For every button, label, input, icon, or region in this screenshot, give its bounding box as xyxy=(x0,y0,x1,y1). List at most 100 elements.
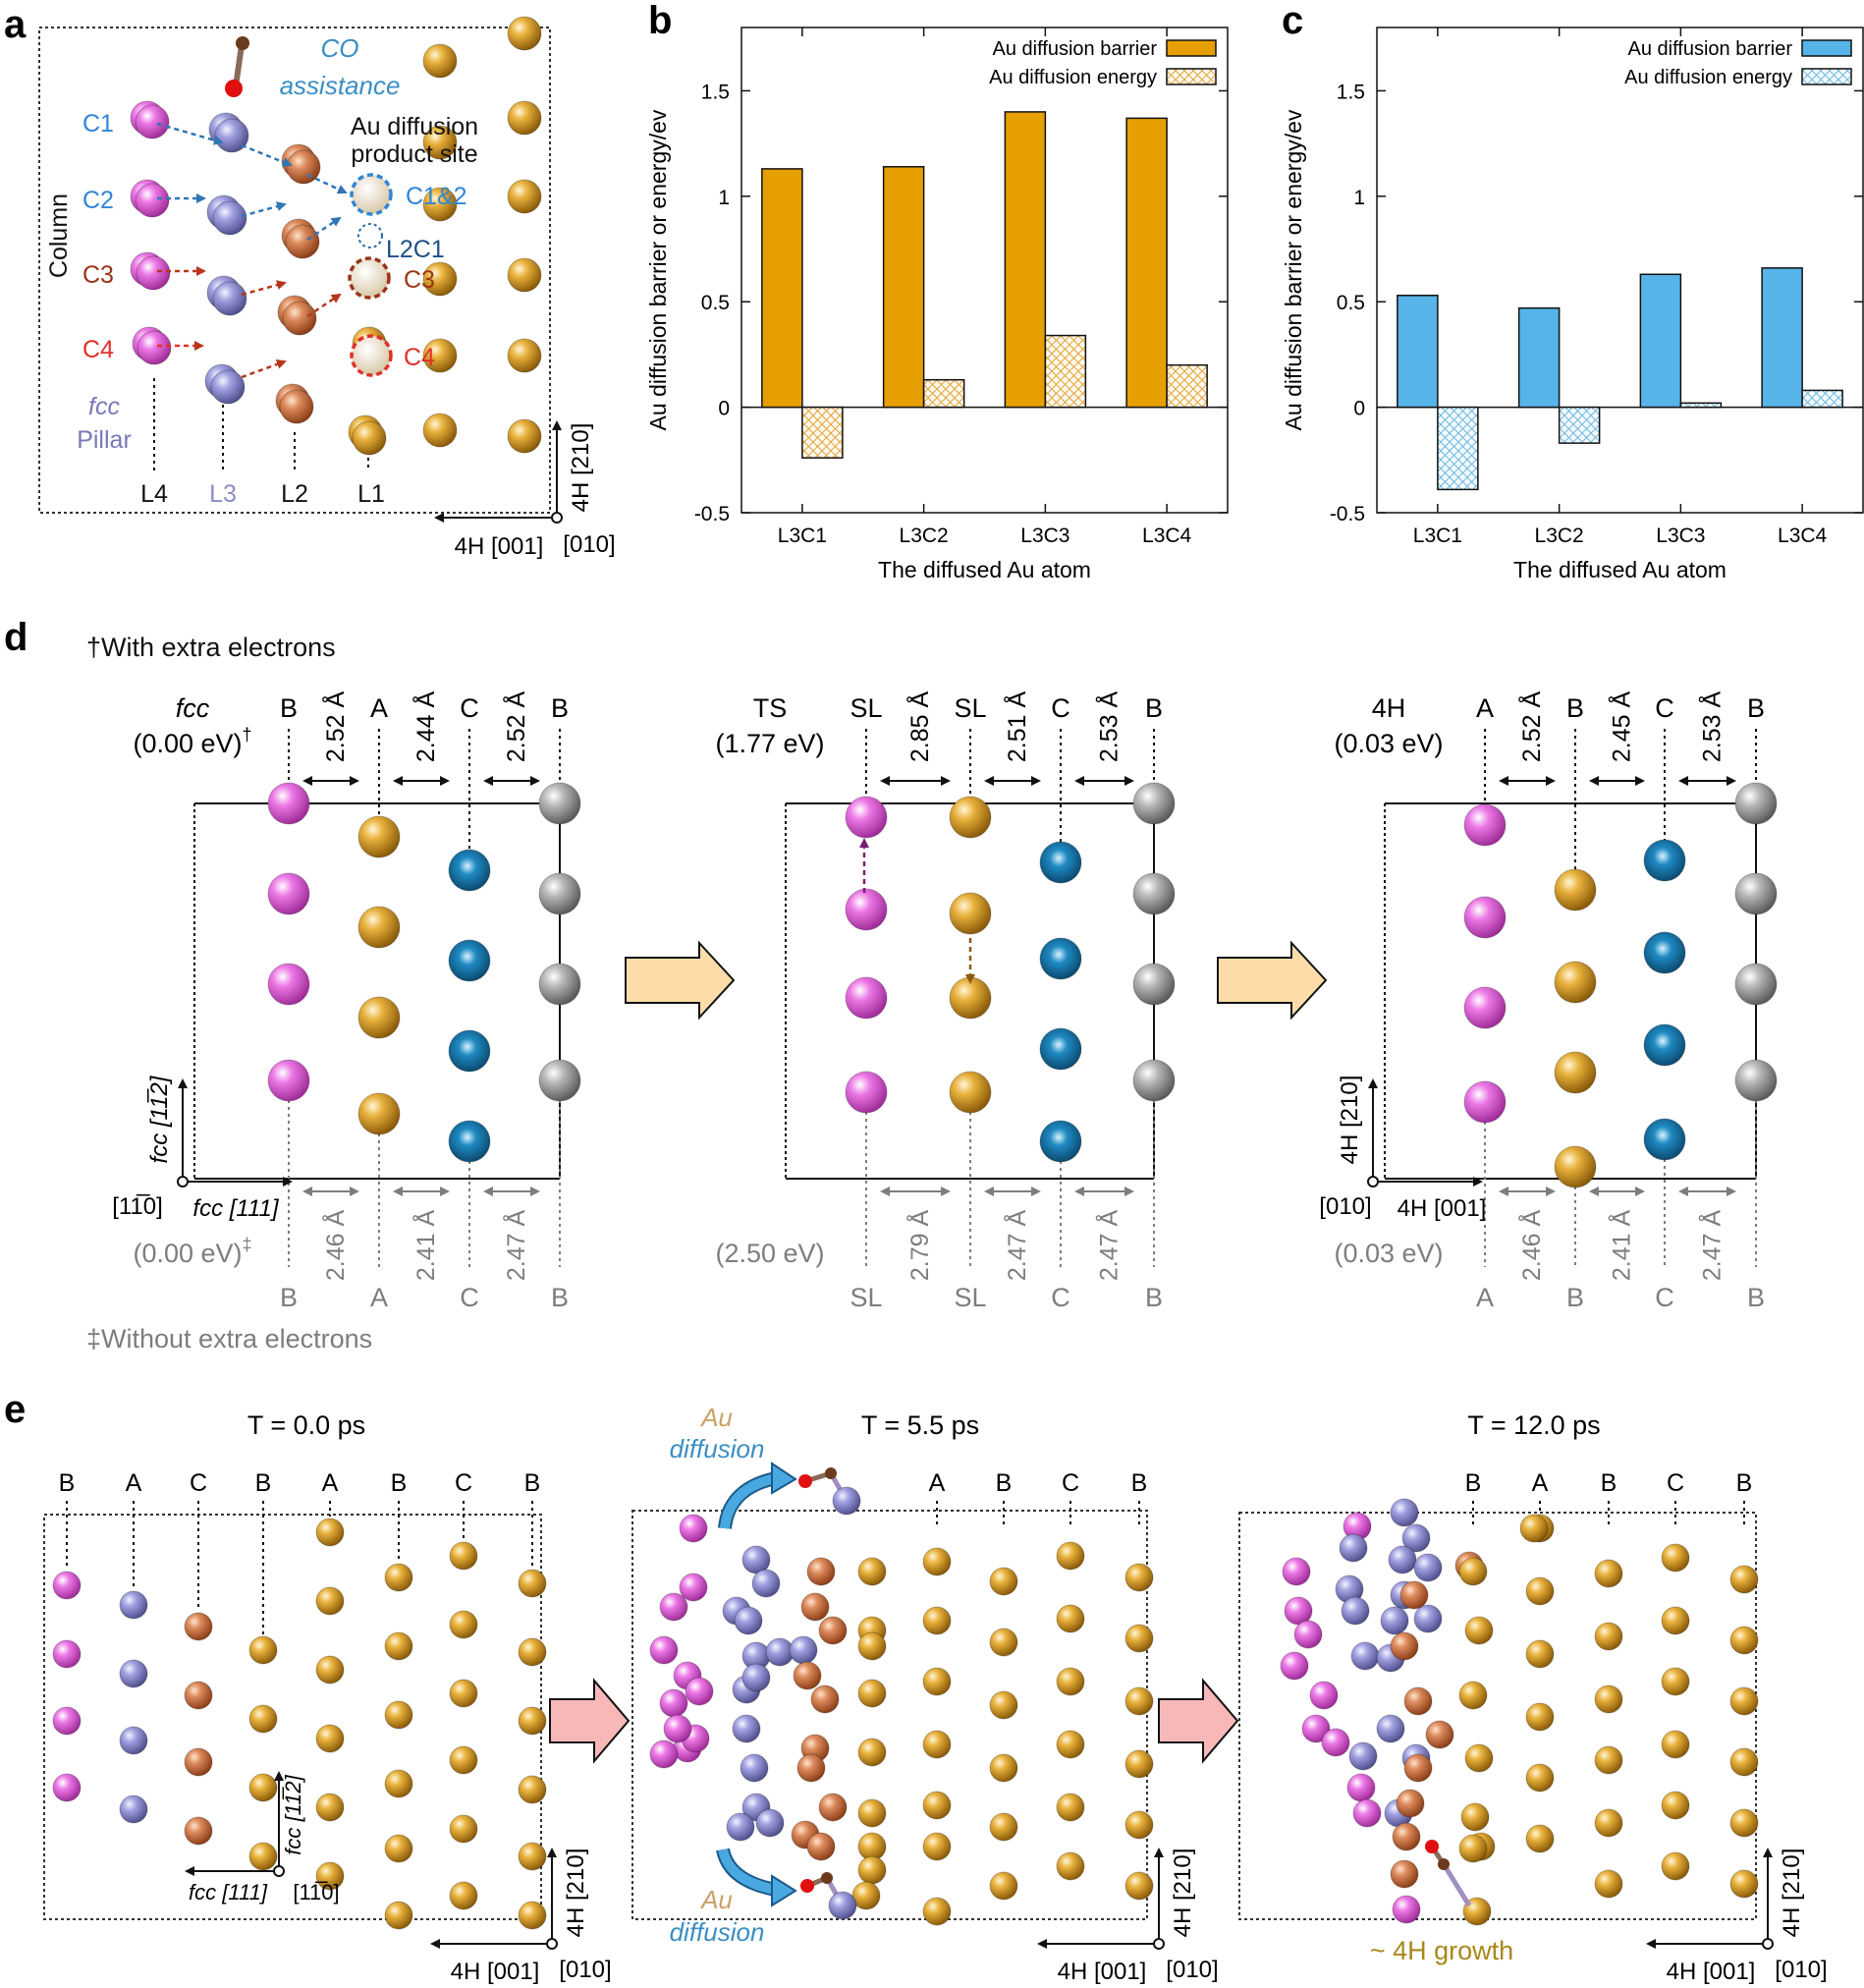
e-atom xyxy=(650,1636,678,1664)
layer-atom xyxy=(1555,1146,1596,1187)
e-fcc-axis-v: fcc [11̅2] xyxy=(281,1774,305,1854)
e-atom xyxy=(1393,1896,1420,1923)
e-atom xyxy=(385,1835,412,1862)
e-atom xyxy=(1347,1774,1375,1801)
e-atom xyxy=(1391,1499,1418,1526)
panel-e: e T = 0.0 ps T = 5.5 ps T = 12.0 ps BACB… xyxy=(4,1388,1828,1985)
e-axis-h-label: 4H [001] xyxy=(451,1959,540,1985)
distance-label-lower: 2.46 Å xyxy=(1516,1210,1546,1282)
layer-atom xyxy=(1133,783,1175,824)
e-layer-label: C xyxy=(190,1469,207,1497)
layer-label: B xyxy=(1145,693,1163,723)
layer-atom xyxy=(1133,873,1175,914)
d-arrow-1 xyxy=(626,943,734,1018)
e-axis-o-label: [010] xyxy=(1775,1957,1827,1983)
legend-barrier: Au diffusion barrier xyxy=(1628,38,1793,60)
layer-atom xyxy=(1735,783,1777,824)
legend-energy-swatch xyxy=(1802,69,1851,84)
bar-energy xyxy=(1438,408,1478,490)
oxygen-atom xyxy=(225,80,243,97)
layer-label-lower: B xyxy=(1145,1283,1163,1312)
c4-label: C4 xyxy=(82,336,114,363)
layer-atom xyxy=(268,964,309,1005)
gold-atom xyxy=(508,419,541,453)
distance-label-lower: 2.47 Å xyxy=(1002,1210,1031,1282)
e-atom xyxy=(990,1629,1017,1656)
y-tick-label: 0.5 xyxy=(1337,292,1365,314)
oxygen-atom xyxy=(1425,1840,1439,1853)
axis-origin xyxy=(1154,1939,1164,1949)
e-atom xyxy=(923,1731,951,1758)
panel-a-product-sites xyxy=(350,175,391,375)
axis-origin xyxy=(547,1939,557,1949)
bar-barrier xyxy=(762,169,802,408)
c1-label: C1 xyxy=(82,110,114,138)
l2-label: L2 xyxy=(281,480,308,508)
site-c12-label: C1&2 xyxy=(406,183,467,210)
structure-name: TS xyxy=(753,693,788,723)
l3-atom xyxy=(213,282,247,315)
e-atom xyxy=(519,1776,546,1803)
e-atom xyxy=(1377,1715,1404,1742)
e-atom xyxy=(833,1487,860,1515)
e-atom xyxy=(1393,1823,1420,1850)
e-atom xyxy=(450,1815,477,1843)
bar-barrier xyxy=(1762,268,1802,408)
distance-label-lower: 2.47 Å xyxy=(501,1210,530,1282)
e-atom xyxy=(990,1691,1017,1719)
e-atom xyxy=(53,1707,81,1735)
e-arrow-2 xyxy=(1159,1681,1237,1761)
oxygen-atom xyxy=(798,1474,812,1488)
e-atom xyxy=(923,1792,951,1819)
l2-atom xyxy=(283,302,316,335)
e-atom xyxy=(1391,1632,1418,1660)
dagger-mark: † xyxy=(243,725,252,745)
l4-atom xyxy=(136,184,169,217)
layer-atom xyxy=(950,797,991,838)
e-atom xyxy=(1057,1542,1084,1570)
l4-label: L4 xyxy=(140,480,168,508)
panel-a-label: a xyxy=(4,3,27,46)
layer-atom xyxy=(846,1072,887,1113)
panel-d: d †With extra electrons ‡Without extra e… xyxy=(4,616,1777,1353)
e-layer-label: C xyxy=(1062,1469,1079,1497)
e-atom xyxy=(450,1542,477,1570)
e-atom xyxy=(858,1558,886,1585)
layer-atom xyxy=(358,816,400,857)
e-atoms: BACBABCBABCBBABCB xyxy=(53,1467,1758,1929)
carbon-atom xyxy=(236,36,249,50)
e-atom xyxy=(923,1833,951,1860)
energy-with-electrons: (1.77 eV) xyxy=(715,729,824,758)
distance-label: 2.85 Å xyxy=(905,691,934,763)
e-atom xyxy=(990,1872,1017,1900)
e-atom xyxy=(990,1754,1017,1782)
layer-label: B xyxy=(551,693,569,723)
e-atom xyxy=(790,1636,817,1664)
e-atom xyxy=(858,1739,886,1766)
l4-atom xyxy=(137,256,170,290)
e-atom xyxy=(53,1572,81,1599)
layer-atom xyxy=(539,1060,580,1101)
distance-label-lower: 2.46 Å xyxy=(320,1210,350,1282)
e-atom xyxy=(1057,1731,1084,1758)
e-atom xyxy=(1294,1621,1322,1648)
gold-atom xyxy=(508,258,541,292)
layer-label-lower: C xyxy=(1655,1283,1674,1312)
e-atom xyxy=(742,1664,770,1691)
y-tick-label: 1 xyxy=(718,187,730,209)
e-atom xyxy=(1730,1687,1758,1715)
bar-barrier xyxy=(1640,274,1680,407)
e-atom xyxy=(1662,1668,1689,1695)
x-axis-label: The diffused Au atom xyxy=(1513,557,1727,582)
e-atom xyxy=(1459,1558,1487,1585)
e-atom xyxy=(120,1727,147,1754)
e-axis-h-label: 4H [001] xyxy=(1058,1959,1147,1985)
e-atom xyxy=(807,1833,835,1860)
e-atom xyxy=(1459,1682,1487,1709)
e-atom xyxy=(519,1843,546,1870)
e-atom xyxy=(752,1570,780,1597)
e-atom xyxy=(1465,1744,1493,1772)
e-atom xyxy=(519,1707,546,1735)
e-au-label-top: Au xyxy=(699,1403,733,1432)
axis-origin xyxy=(1763,1939,1773,1949)
